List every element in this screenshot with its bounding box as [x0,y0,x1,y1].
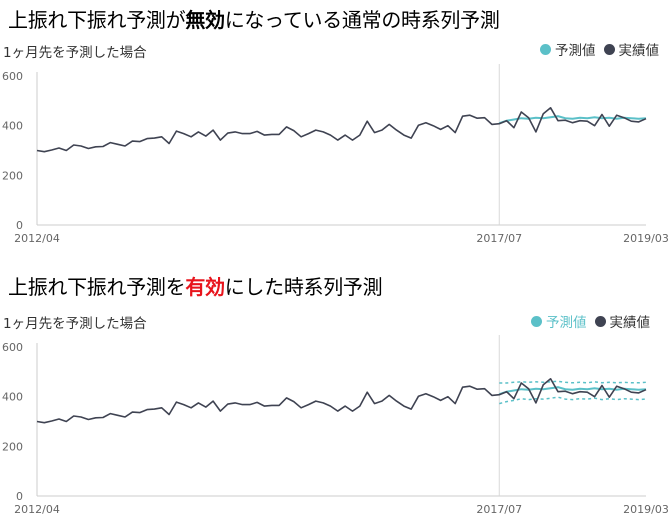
legend-bottom: 予測値 実績値 [531,311,658,331]
y-tick-label: 0 [16,490,23,503]
y-tick-label: 200 [2,169,23,182]
actual-dot-icon [594,315,606,327]
chart-title-bottom: 上振れ下振れ予測を有効にした時系列予測 [8,275,383,299]
x-tick-label: 2017/07 [476,232,522,245]
line-chart-bottom[interactable]: 0 200 400 600 2012/04 2017/07 2019/03 [0,333,670,523]
y-tick-label: 200 [2,440,23,453]
forecast-line [498,115,647,125]
y-tick-label: 600 [2,341,23,354]
y-tick-label: 600 [2,70,23,83]
y-tick-label: 0 [16,219,23,232]
upper-bound-line [499,380,647,384]
actual-line [36,377,647,424]
chart-subtitle-top: 1ヶ月先を予測した場合 [3,45,147,61]
legend-top: 予測値 実績値 [540,39,667,59]
actual-dot-icon [603,43,615,55]
forecast-dot-icon [540,43,551,55]
x-tick-label: 2017/07 [476,503,522,516]
x-tick-label: 2012/04 [14,503,60,516]
legend-item-forecast[interactable]: 予測値 [540,39,596,59]
forecast-dot-icon [531,315,542,327]
actual-line [36,106,647,153]
x-tick-label: 2019/03 [623,232,669,245]
forecast-line [498,386,647,396]
x-tick-label: 2019/03 [623,503,669,516]
y-tick-label: 400 [2,120,23,133]
legend-item-actual[interactable]: 実績値 [603,39,659,59]
lower-bound-line [499,396,647,405]
legend-item-forecast[interactable]: 予測値 [531,311,587,331]
chart-title-top: 上振れ下振れ予測が無効になっている通常の時系列予測 [8,8,500,32]
legend-item-actual[interactable]: 実績値 [594,311,650,331]
y-tick-label: 400 [2,391,23,404]
chart-subtitle-bottom: 1ヶ月先を予測した場合 [3,316,147,332]
line-chart-top[interactable]: 0 200 400 600 2012/04 2017/07 2019/03 [0,62,670,252]
x-tick-label: 2012/04 [14,232,60,245]
